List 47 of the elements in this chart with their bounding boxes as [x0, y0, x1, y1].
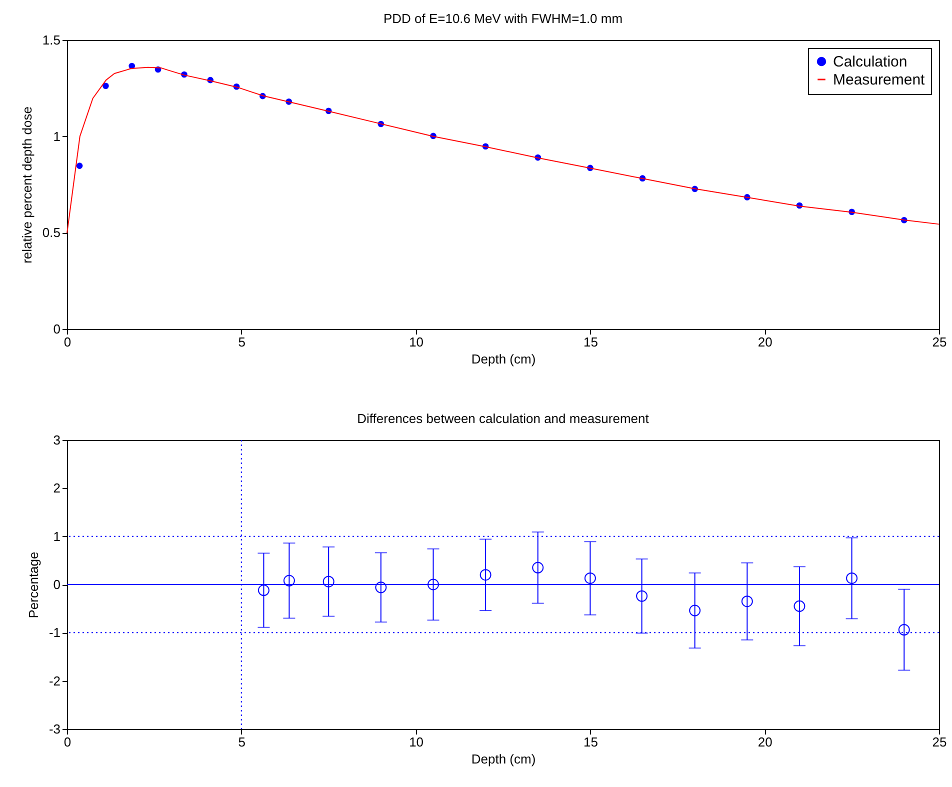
point: [427, 578, 439, 590]
y-tick-label: 0: [53, 322, 60, 336]
x-tick-label: 20: [758, 734, 772, 750]
point: [898, 624, 910, 636]
x-tick-label: 10: [409, 334, 424, 350]
y-axis-title: relative percent depth dose: [19, 106, 34, 264]
chart-title: Differences between calculation and measurement: [357, 411, 650, 426]
y-tick-label: 0: [53, 577, 60, 592]
point: [283, 574, 295, 586]
x-axis-title: Depth (cm): [471, 752, 536, 766]
point: [76, 162, 83, 169]
y-tick-label: 3: [53, 432, 60, 448]
x-tick-label: 25: [932, 334, 947, 350]
y-tick-label: 1: [53, 528, 60, 544]
point: [102, 82, 109, 90]
x-axis-title: Depth (cm): [471, 352, 536, 366]
y-tick-label: -2: [48, 673, 60, 688]
point: [636, 590, 648, 602]
legend-label: Measurement: [833, 72, 926, 88]
x-tick-label: 5: [238, 334, 246, 350]
point: [584, 572, 596, 584]
x-tick-label: 5: [238, 734, 246, 750]
y-tick-label: 0.5: [42, 225, 60, 240]
x-tick-label: 0: [64, 334, 72, 350]
x-tick-label: 0: [64, 734, 72, 750]
x-tick-label: 10: [409, 734, 424, 750]
point: [532, 562, 544, 574]
y-tick-label: 1: [53, 128, 60, 144]
point: [794, 600, 806, 612]
legend-label: Calculation: [833, 54, 908, 70]
x-tick-label: 25: [932, 734, 947, 750]
y-tick-label: -3: [48, 722, 60, 736]
x-tick-label: 15: [583, 334, 598, 350]
point: [846, 572, 858, 584]
point: [741, 596, 753, 608]
point: [375, 582, 387, 594]
point: [480, 569, 492, 581]
y-tick-label: 1.5: [42, 32, 60, 48]
y-tick-label: -1: [48, 625, 60, 640]
point: [258, 584, 270, 596]
point: [689, 604, 701, 616]
chart-title: PDD of E=10.6 MeV with FWHM=1.0 mm: [383, 11, 623, 26]
x-tick-label: 15: [583, 734, 598, 750]
point: [322, 576, 334, 588]
x-tick-label: 20: [758, 334, 772, 350]
y-axis-title: Percentage: [26, 552, 41, 618]
y-tick-label: 2: [53, 480, 60, 496]
